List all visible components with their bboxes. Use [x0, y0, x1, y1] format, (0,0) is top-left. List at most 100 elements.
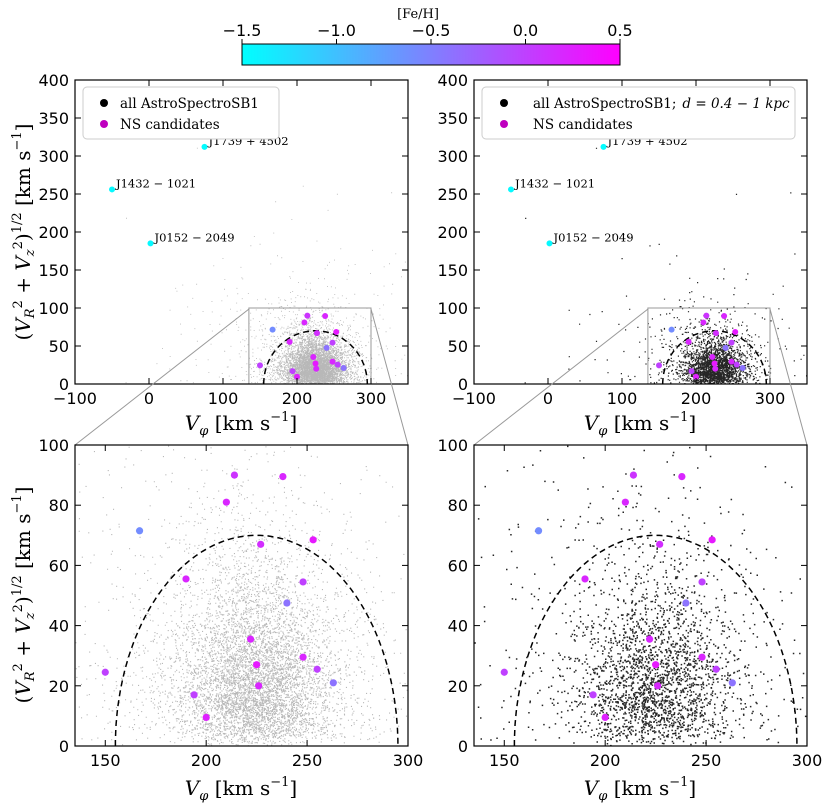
x-tick-label: 200 [282, 389, 313, 408]
ns-candidate-point [688, 368, 695, 375]
y-tick-label: 80 [448, 496, 468, 515]
legend-top-right: all AstroSpectroSB1; d = 0.4 − 1 kpc NS c… [481, 86, 796, 140]
ns-candidate-point [312, 360, 319, 367]
y-tick-label: 0 [59, 375, 69, 394]
ns-candidate-point [712, 330, 719, 337]
ns-candidate-point [645, 635, 654, 643]
axes-bottom-right: 150 200 250 300 0 20 40 60 80 100 [437, 436, 822, 770]
ns-candidate-point [728, 679, 736, 687]
annotation-label: J0152 − 2049 [153, 230, 234, 244]
legend-top-left: all AstroSpectroSB1 NS candidates [82, 86, 280, 140]
ns-candidate-point [301, 319, 308, 326]
x-tick-label: −100 [452, 389, 496, 408]
x-tick-label: 300 [755, 389, 786, 408]
y-tick-label: 150 [437, 261, 468, 280]
annotation-label: J0152 − 2049 [552, 230, 633, 244]
colorbar-tick-label: −0.5 [412, 21, 451, 40]
zoom-connector-right-b [769, 308, 808, 446]
ns-candidate-point [109, 186, 115, 193]
background-points-bottom-right [474, 445, 807, 746]
y-tick-label: 250 [437, 185, 468, 204]
y-tick-label: 350 [437, 109, 468, 128]
y-tick-label: 300 [38, 147, 69, 166]
x-tick-label: 250 [292, 751, 323, 770]
panel-bottom-left: 150 200 250 300 0 20 40 60 80 100 (VR2 + Vz2)1/2 … [10, 436, 423, 804]
ns-candidate-point [721, 312, 728, 319]
ns-candidate-point [534, 527, 543, 535]
boundary-curve [114, 534, 399, 746]
y-tick-label: 50 [448, 337, 468, 356]
colorbar: [Fe/H] −1.5 −1.0 −0.5 0.0 0.5 [223, 7, 633, 66]
ns-candidate-point [546, 240, 553, 247]
y-tick-label: 200 [437, 223, 468, 242]
ns-candidate-point [279, 473, 287, 481]
y-tick-label: 60 [49, 556, 69, 575]
zoom-box [248, 307, 372, 384]
y-tick-label: 350 [38, 109, 69, 128]
axes-bottom-left: 150 200 250 300 0 20 40 60 80 100 [38, 436, 423, 770]
legend-box [82, 86, 280, 140]
colorbar-ticks: −1.5 −1.0 −0.5 0.0 0.5 [223, 21, 633, 44]
y-tick-label: 0 [458, 737, 468, 756]
ns-candidate-point [222, 498, 230, 506]
background-points [75, 445, 408, 746]
x-axis-title-bottom-right: Vφ [km s−1] [584, 775, 696, 804]
ns-candidate-point [286, 338, 293, 345]
ns-candidate-point [682, 599, 690, 607]
ns-candidate-point [253, 661, 261, 669]
legend-label-distance: d = 0.4 − 1 kpc [682, 96, 790, 112]
ns-candidate-point [728, 339, 735, 346]
x-tick-label: −100 [53, 389, 97, 408]
ns-candidate-point [621, 498, 629, 506]
x-tick-label: 200 [191, 751, 222, 770]
ns-candidate-point [698, 578, 706, 586]
y-tick-label: 200 [38, 223, 69, 242]
colorbar-tick-label: −1.5 [223, 21, 262, 40]
ns-candidate-point [182, 575, 190, 583]
ns-candidate-point [668, 326, 675, 333]
ns-candidate-point [656, 362, 662, 369]
ns-candidate-point [739, 365, 746, 372]
ns-candidate-point [581, 575, 589, 583]
background-points [474, 445, 807, 746]
ns-candidate-point [334, 361, 341, 368]
colorbar-tick-label: 0.0 [513, 21, 538, 40]
ns-candidate-point [255, 682, 263, 690]
overlay-bottom-right [500, 471, 798, 746]
ns-candidate-point [230, 471, 239, 479]
colorbar-tick-label: −1.0 [317, 21, 356, 40]
ns-candidate-point [693, 373, 699, 380]
annotation-label: J1432 − 1021 [115, 176, 196, 190]
legend-label-all: all AstroSpectroSB1 [120, 96, 259, 112]
ns-candidate-point [654, 682, 662, 690]
y-tick-label: 400 [437, 71, 468, 90]
panel-bottom-right: 150 200 250 300 0 20 40 60 80 100 Vφ [km s−1] [437, 436, 822, 804]
ns-candidate-point [709, 354, 716, 361]
ns-candidate-point [601, 713, 609, 722]
x-axis-title-bottom-left: Vφ [km s−1] [185, 775, 297, 804]
ns-candidate-point [246, 635, 255, 643]
ns-candidate-point [329, 339, 336, 346]
ns-candidate-point [323, 344, 330, 351]
x-tick-label: 200 [681, 389, 712, 408]
ns-candidate-point [711, 360, 718, 367]
ns-candidate-point [340, 365, 347, 372]
ns-candidate-point [135, 527, 144, 535]
colorbar-tick-label: 0.5 [607, 21, 632, 40]
x-tick-label: 300 [393, 751, 424, 770]
ns-candidate-point [322, 312, 329, 319]
ns-candidate-point [299, 578, 307, 586]
legend-box [481, 86, 796, 140]
ns-candidate-point [294, 373, 300, 380]
ns-candidate-point [629, 471, 638, 479]
ns-candidate-point [283, 599, 291, 607]
ns-candidate-point [708, 536, 716, 544]
ns-candidate-point [333, 328, 340, 335]
ns-candidate-point [703, 312, 710, 319]
y-axis-title-top: (VR2 + Vz2)1/2 [km s−1] [10, 123, 38, 340]
legend-label-all: all AstroSpectroSB1; [533, 96, 676, 112]
